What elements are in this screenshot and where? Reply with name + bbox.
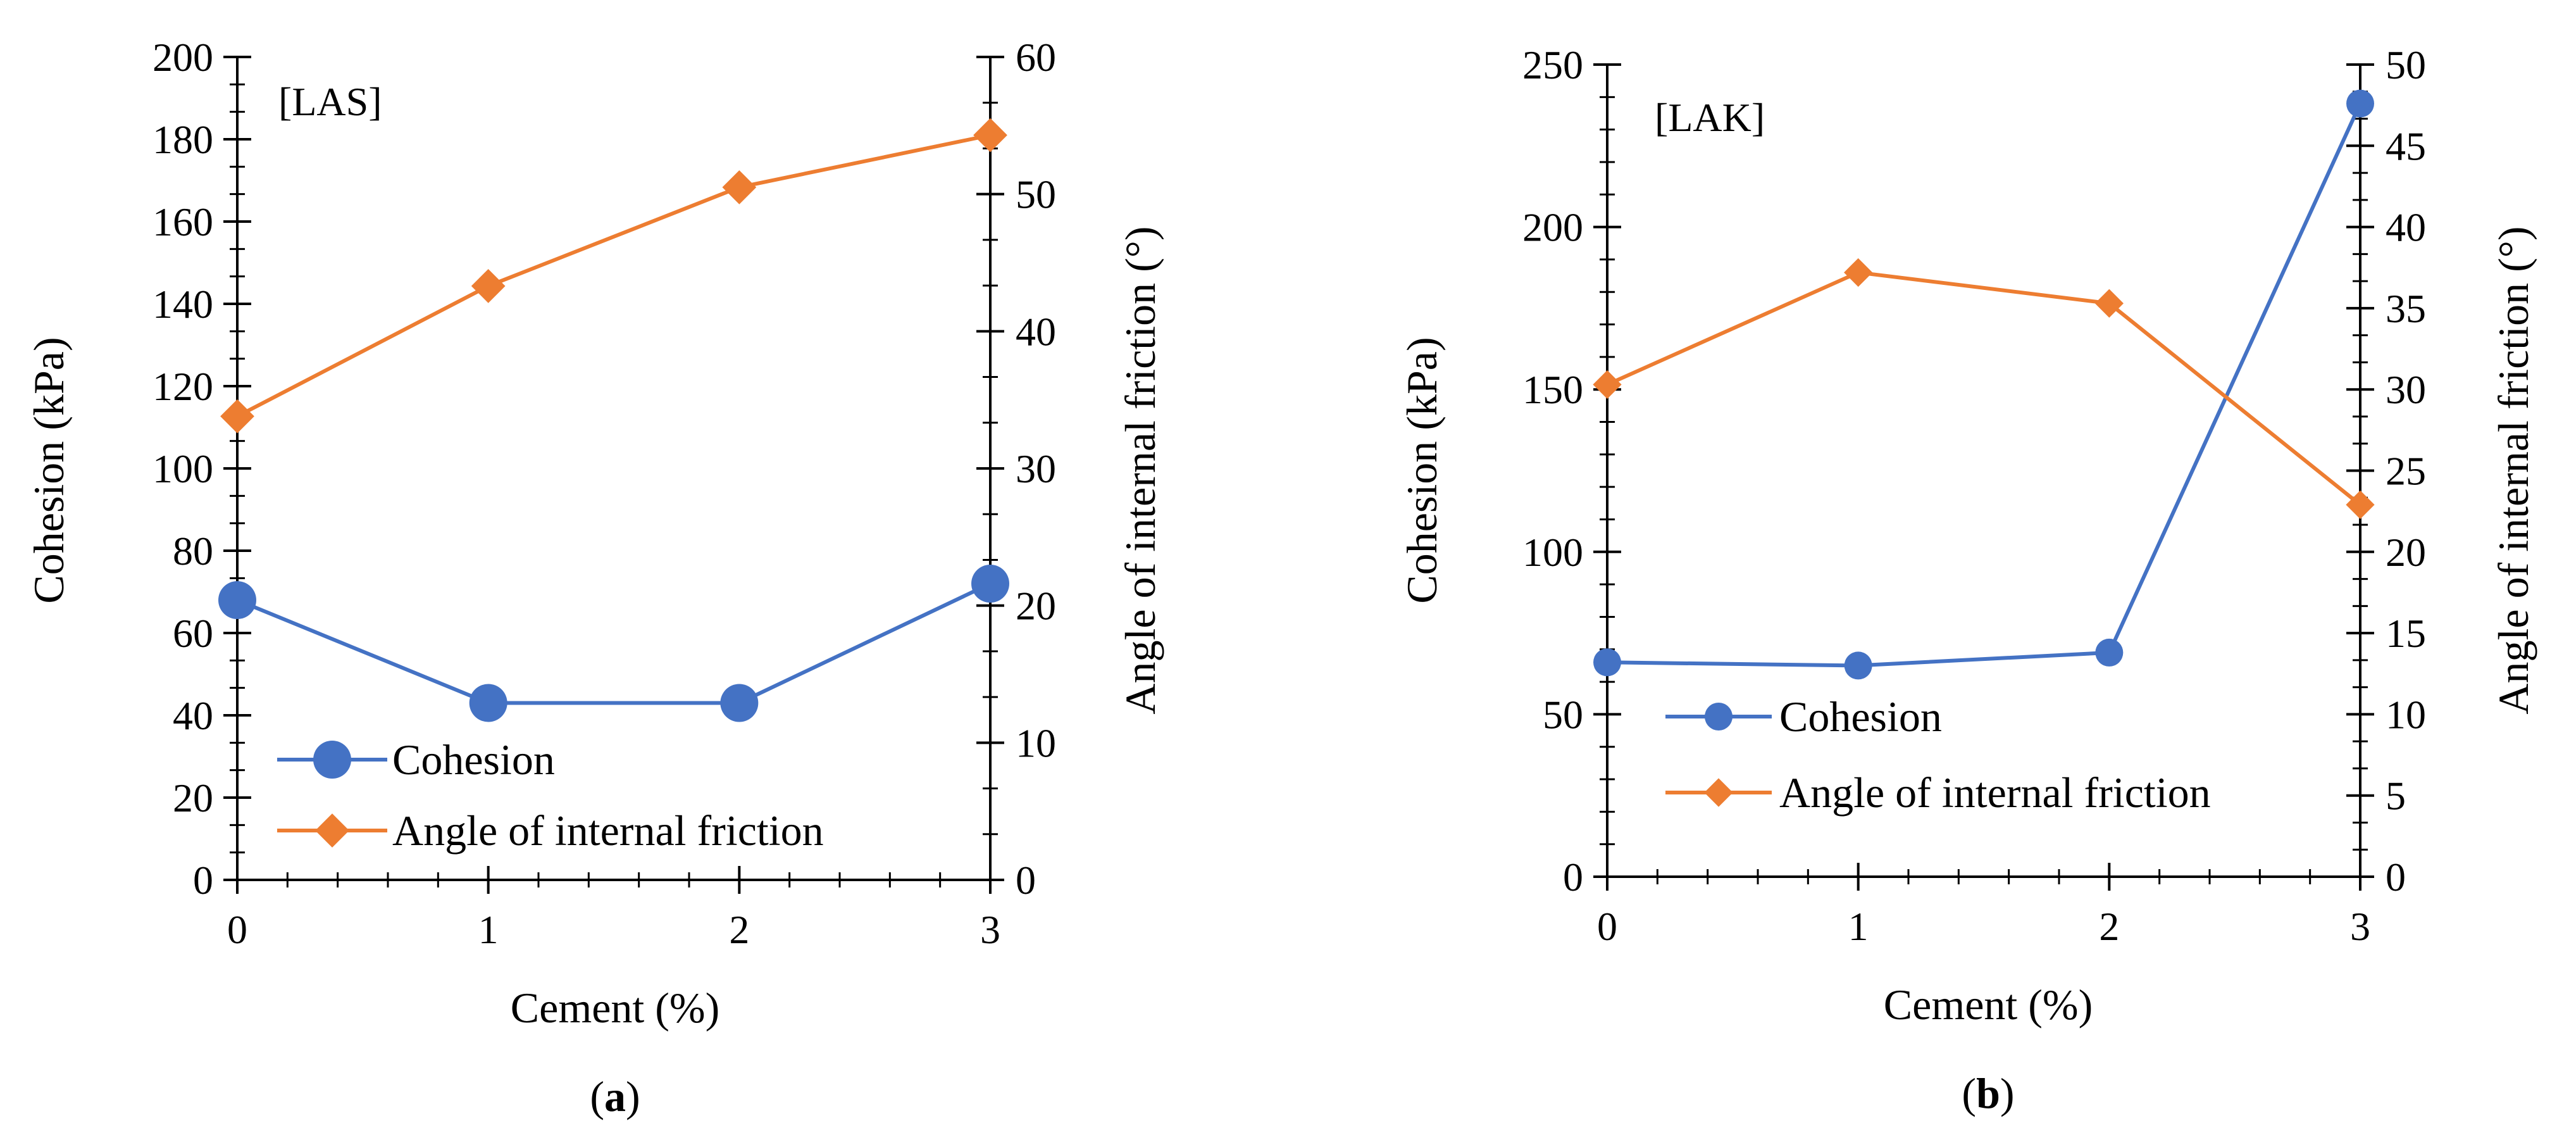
y2-tick-label: 40 — [2386, 205, 2426, 250]
x-axis-title: Cement (%) — [1884, 981, 2093, 1029]
y-tick-label: 20 — [173, 775, 213, 820]
y-tick-label: 120 — [152, 364, 213, 409]
y2-tick-label: 50 — [1016, 172, 1056, 217]
y-tick-label: 0 — [193, 858, 213, 903]
legend-item-cohesion: Cohesion — [277, 736, 555, 784]
y2-tick-label: 25 — [2386, 449, 2426, 494]
y-axis-title: Cohesion (kPa) — [1398, 337, 1446, 603]
panel-tag: [LAK] — [1655, 95, 1765, 140]
data-point — [218, 581, 256, 619]
y2-tick-label: 5 — [2386, 774, 2406, 818]
y2-axis-title: Angle of internal friction (°) — [2489, 226, 2537, 714]
data-point — [1593, 370, 1622, 399]
y-tick-label: 0 — [1563, 855, 1583, 900]
y-tick-label: 200 — [1522, 205, 1583, 250]
data-point — [220, 399, 254, 434]
data-point — [971, 565, 1009, 603]
y2-tick-label: 10 — [1016, 720, 1056, 765]
data-point — [2346, 89, 2374, 118]
data-point — [1844, 651, 1872, 680]
data-point — [720, 684, 759, 722]
x-tick-label: 2 — [2099, 904, 2119, 949]
legend-label: Angle of internal friction — [392, 806, 824, 855]
y2-tick-label: 30 — [1016, 446, 1056, 491]
series-cohesion — [218, 565, 1009, 722]
y-tick-label: 160 — [152, 199, 213, 244]
y2-tick-label: 50 — [2386, 42, 2426, 87]
y2-tick-label: 15 — [2386, 611, 2426, 656]
axes: 0 50 100 150 200 250 0 5 10 15 20 25 30 35 40 45 50 0 1 2 3 — [1522, 42, 2426, 949]
series-line — [236, 582, 992, 705]
legend: Cohesion Angle of internal friction — [1665, 693, 2211, 817]
legend-item-cohesion: Cohesion — [1665, 693, 1942, 741]
legend-item-angle-of-internal-friction: Angle of internal friction — [1665, 768, 2211, 817]
y2-axis-title: Angle of internal friction (°) — [1116, 226, 1164, 714]
x-tick-label: 1 — [478, 907, 499, 952]
chart-panel-las: 0204060801001201401601802000102030405060… — [25, 35, 1164, 1120]
data-point — [2346, 490, 2375, 520]
x-tick-label: 0 — [227, 907, 247, 952]
axes: 0204060801001201401601802000102030405060… — [152, 35, 1056, 952]
y2-tick-label: 60 — [1016, 35, 1056, 80]
y-tick-label: 140 — [152, 282, 213, 327]
data-point — [471, 268, 506, 303]
series-cohesion — [1593, 89, 2374, 680]
series-line — [236, 133, 991, 418]
legend-label: Cohesion — [392, 736, 555, 784]
y2-tick-label: 45 — [2386, 123, 2426, 168]
x-tick-label: 0 — [1597, 904, 1617, 949]
series-line — [1607, 103, 2362, 668]
panel-caption: (b) — [1962, 1069, 2014, 1117]
y-tick-label: 180 — [152, 117, 213, 162]
y-tick-label: 250 — [1522, 42, 1583, 87]
series-angle-of-internal-friction — [220, 118, 1007, 434]
y-tick-label: 100 — [1522, 530, 1583, 575]
y2-tick-label: 30 — [2386, 367, 2426, 412]
y2-tick-label: 35 — [2386, 286, 2426, 331]
data-point — [722, 170, 757, 204]
legend-label: Cohesion — [1779, 693, 1942, 741]
y2-tick-label: 40 — [1016, 309, 1056, 354]
y-tick-label: 150 — [1522, 367, 1583, 412]
data-point — [973, 118, 1007, 153]
y2-tick-label: 20 — [2386, 530, 2426, 575]
y2-tick-label: 0 — [1016, 858, 1036, 903]
x-tick-label: 3 — [2350, 904, 2370, 949]
y-tick-label: 100 — [152, 446, 213, 491]
x-tick-label: 2 — [729, 907, 749, 952]
data-point — [2095, 638, 2124, 667]
y2-tick-label: 10 — [2386, 692, 2426, 737]
y2-tick-label: 20 — [1016, 584, 1056, 629]
data-point — [1593, 648, 1621, 677]
panel-tag: [LAS] — [278, 79, 382, 124]
legend: Cohesion Angle of internal friction — [277, 736, 824, 855]
y-axis-title: Cohesion (kPa) — [25, 337, 73, 603]
y-tick-label: 50 — [1543, 692, 1583, 737]
x-tick-label: 3 — [980, 907, 1000, 952]
y-tick-label: 200 — [152, 35, 213, 80]
data-point — [1844, 258, 1873, 287]
series-angle-of-internal-friction — [1593, 258, 2375, 520]
legend-label: Angle of internal friction — [1779, 768, 2211, 817]
x-axis-title: Cement (%) — [511, 984, 719, 1032]
y-tick-label: 60 — [173, 611, 213, 656]
legend-item-angle-of-internal-friction: Angle of internal friction — [277, 806, 824, 855]
y-tick-label: 80 — [173, 529, 213, 574]
y2-tick-label: 0 — [2386, 855, 2406, 900]
series-line — [1606, 270, 2361, 506]
y-tick-label: 40 — [173, 693, 213, 738]
data-point — [469, 684, 507, 722]
panel-caption: (a) — [590, 1072, 640, 1120]
x-tick-label: 1 — [1848, 904, 1869, 949]
